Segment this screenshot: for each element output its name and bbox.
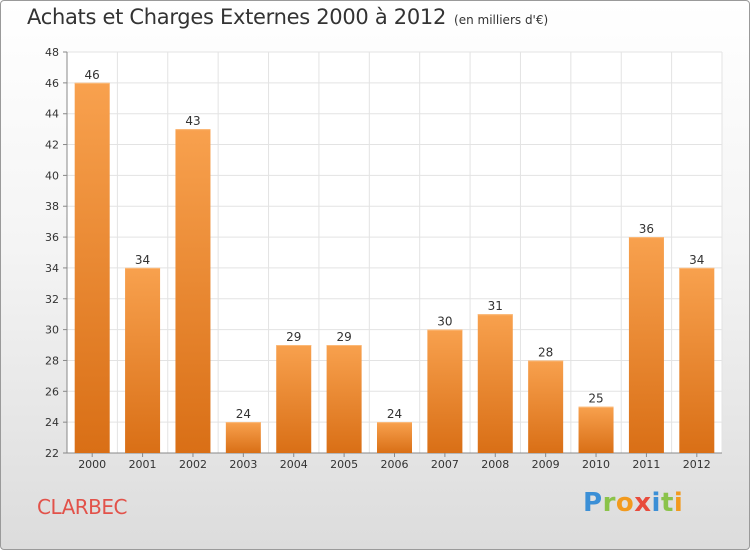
place-name: CLARBEC (37, 495, 127, 519)
data-label: 34 (689, 253, 704, 267)
bar (578, 406, 614, 453)
x-tick-label: 2009 (532, 458, 560, 471)
logo-letter: i (673, 488, 684, 518)
proxiti-logo[interactable]: Proxiti (583, 488, 683, 518)
y-tick-label: 48 (45, 46, 59, 59)
x-tick-label: 2005 (330, 458, 358, 471)
x-tick-label: 2001 (129, 458, 157, 471)
bar (679, 267, 715, 453)
bars (74, 82, 715, 453)
x-tick-label: 2006 (381, 458, 409, 471)
bar (528, 360, 564, 453)
data-label: 30 (437, 315, 452, 329)
x-tick-label: 2000 (78, 458, 106, 471)
bar (477, 314, 513, 453)
x-tick-label: 2010 (582, 458, 610, 471)
y-tick-label: 32 (45, 293, 59, 306)
y-tick-label: 26 (45, 385, 59, 398)
chart-subtitle: (en milliers d'€) (454, 13, 549, 27)
bar (427, 329, 463, 453)
logo-letter: t (660, 488, 674, 518)
labels: 22 24 26 28 30 32 34 36 38 40 42 44 46 48 46 2000 34 2001… (45, 46, 711, 471)
x-tick-label: 2003 (229, 458, 257, 471)
chart-title: Achats et Charges Externes 2000 à 2012 (27, 5, 447, 29)
logo-letter: r (602, 488, 616, 518)
logo-letter: P (583, 488, 603, 518)
y-tick-label: 38 (45, 200, 59, 213)
x-tick-label: 2004 (280, 458, 308, 471)
plot-area (67, 52, 722, 453)
x-tick-label: 2011 (632, 458, 660, 471)
data-label: 24 (387, 407, 402, 421)
bar (125, 267, 161, 453)
bar (175, 129, 211, 453)
logo-letter: o (615, 488, 635, 518)
y-tick-label: 34 (45, 262, 59, 275)
x-tick-label: 2012 (683, 458, 711, 471)
data-label: 31 (488, 299, 503, 313)
logo-letter: i (651, 488, 661, 518)
data-label: 43 (185, 114, 200, 128)
data-label: 25 (588, 392, 603, 406)
x-tick-label: 2007 (431, 458, 459, 471)
bar (326, 345, 362, 453)
y-tick-label: 22 (45, 447, 59, 460)
logo-letter: x (634, 488, 652, 518)
y-tick-label: 24 (45, 416, 59, 429)
y-tick-label: 36 (45, 231, 59, 244)
data-label: 29 (286, 330, 301, 344)
bar (74, 82, 110, 453)
y-tick-label: 44 (45, 108, 59, 121)
bar (377, 422, 412, 453)
data-label: 34 (135, 253, 150, 267)
y-tick-label: 40 (45, 169, 59, 182)
grid-lines (66, 51, 723, 454)
x-tick-label: 2002 (179, 458, 207, 471)
y-tick-label: 28 (45, 354, 59, 367)
data-label: 28 (538, 345, 553, 359)
y-tick-label: 46 (45, 77, 59, 90)
bar (225, 422, 261, 453)
data-label: 24 (236, 407, 251, 421)
y-tick-label: 30 (45, 324, 59, 337)
x-tick-label: 2008 (481, 458, 509, 471)
data-label: 36 (639, 222, 654, 236)
data-label: 46 (85, 68, 100, 82)
bar (276, 345, 312, 453)
data-label: 29 (336, 330, 351, 344)
y-tick-label: 42 (45, 139, 59, 152)
title-row: Achats et Charges Externes 2000 à 2012 (e… (27, 5, 548, 29)
bar (628, 237, 664, 453)
